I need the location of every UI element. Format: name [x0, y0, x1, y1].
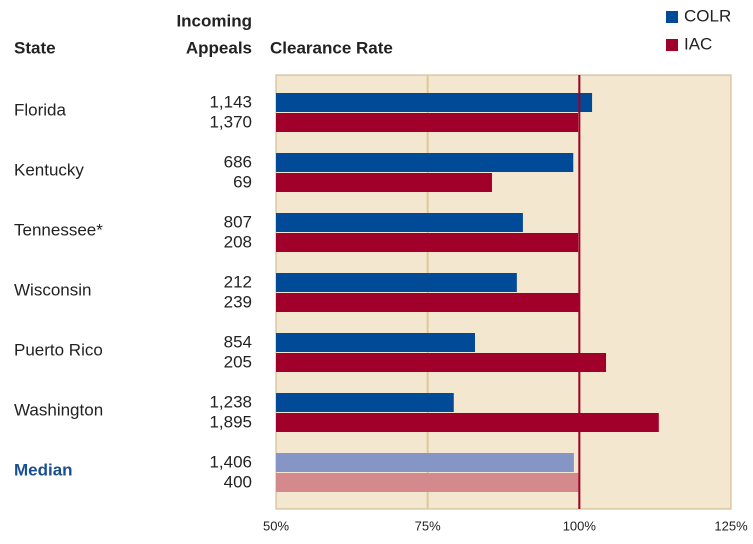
- bar: [276, 393, 454, 412]
- x-tick-label: 75%: [415, 518, 441, 533]
- appeals-header: Incoming: [176, 11, 252, 30]
- appeals-value: 239: [224, 292, 252, 311]
- appeals-value: 212: [224, 272, 252, 291]
- category-label: Florida: [14, 100, 67, 119]
- category-label: Median: [14, 460, 73, 479]
- bar: [276, 453, 574, 472]
- rate-header: Clearance Rate: [270, 38, 393, 57]
- category-label: Puerto Rico: [14, 340, 103, 359]
- x-tick-label: 50%: [263, 518, 289, 533]
- bar: [276, 473, 580, 492]
- appeals-value: 400: [224, 472, 252, 491]
- x-tick-label: 100%: [563, 518, 597, 533]
- appeals-value: 807: [224, 212, 252, 231]
- legend-label: IAC: [684, 34, 712, 53]
- category-label: Tennessee*: [14, 220, 103, 239]
- bar: [276, 233, 579, 252]
- bar: [276, 93, 593, 112]
- legend-label: COLR: [684, 6, 731, 25]
- bar: [276, 333, 475, 352]
- legend-swatch: [666, 39, 678, 51]
- appeals-value: 69: [233, 172, 252, 191]
- legend-swatch: [666, 11, 678, 23]
- category-label: Kentucky: [14, 160, 84, 179]
- appeals-value: 205: [224, 352, 252, 371]
- appeals-value: 1,370: [209, 112, 252, 131]
- appeals-value: 1,406: [209, 452, 252, 471]
- bar: [276, 213, 523, 232]
- category-label: Washington: [14, 400, 103, 419]
- bar: [276, 153, 574, 172]
- category-label: Wisconsin: [14, 280, 91, 299]
- x-tick-label: 125%: [714, 518, 748, 533]
- bar: [276, 293, 580, 312]
- bar: [276, 413, 659, 432]
- appeals-value: 208: [224, 232, 252, 251]
- bar: [276, 173, 492, 192]
- state-header: State: [14, 38, 56, 57]
- bar: [276, 113, 579, 132]
- appeals-value: 1,238: [209, 392, 252, 411]
- appeals-header: Appeals: [186, 38, 252, 57]
- appeals-value: 686: [224, 152, 252, 171]
- appeals-value: 854: [224, 332, 252, 351]
- appeals-value: 1,895: [209, 412, 252, 431]
- bar: [276, 353, 607, 372]
- bar: [276, 273, 517, 292]
- appeals-value: 1,143: [209, 92, 252, 111]
